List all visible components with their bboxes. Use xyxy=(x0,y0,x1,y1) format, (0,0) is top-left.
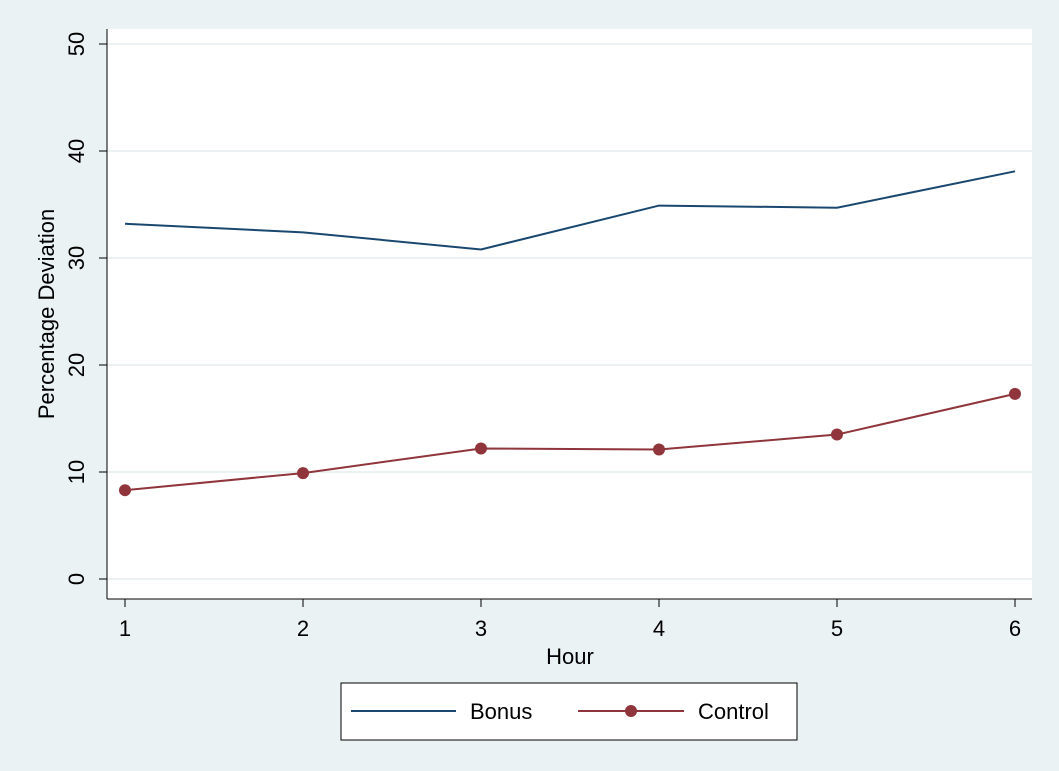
x-tick-label-2: 2 xyxy=(297,616,309,641)
x-tick-label-5: 5 xyxy=(831,616,843,641)
legend: Bonus Control xyxy=(340,682,798,741)
plot-area xyxy=(107,29,1032,599)
legend-label-bonus: Bonus xyxy=(470,699,532,724)
point-control-5 xyxy=(831,428,843,441)
y-tick-label-40: 40 xyxy=(64,139,89,163)
point-control-1 xyxy=(119,484,131,497)
gridlines xyxy=(107,43,1032,580)
y-axis-title: Percentage Deviation xyxy=(34,209,59,419)
x-tick-label-3: 3 xyxy=(475,616,487,641)
x-tick-label-1: 1 xyxy=(119,616,131,641)
series-line-control xyxy=(124,392,1016,492)
y-tick-label-30: 30 xyxy=(64,246,89,270)
y-tick-label-0: 0 xyxy=(64,573,89,585)
point-control-3 xyxy=(475,442,487,455)
point-control-4 xyxy=(653,443,665,456)
x-axis-title: Hour xyxy=(546,644,594,669)
y-tick-label-10: 10 xyxy=(64,460,89,484)
legend-label-control: Control xyxy=(698,699,769,724)
x-tick-label-4: 4 xyxy=(653,616,665,641)
series-layer xyxy=(119,170,1021,497)
legend-marker-control xyxy=(625,705,637,717)
y-tick-label-50: 50 xyxy=(64,32,89,56)
axes: 0 10 20 30 40 50 1 2 3 4 5 6 xyxy=(64,29,1032,641)
point-control-2 xyxy=(297,467,309,480)
x-tick-label-6: 6 xyxy=(1009,616,1021,641)
series-line-bonus xyxy=(124,170,1016,251)
point-control-6 xyxy=(1009,387,1021,400)
y-tick-label-20: 20 xyxy=(64,353,89,377)
